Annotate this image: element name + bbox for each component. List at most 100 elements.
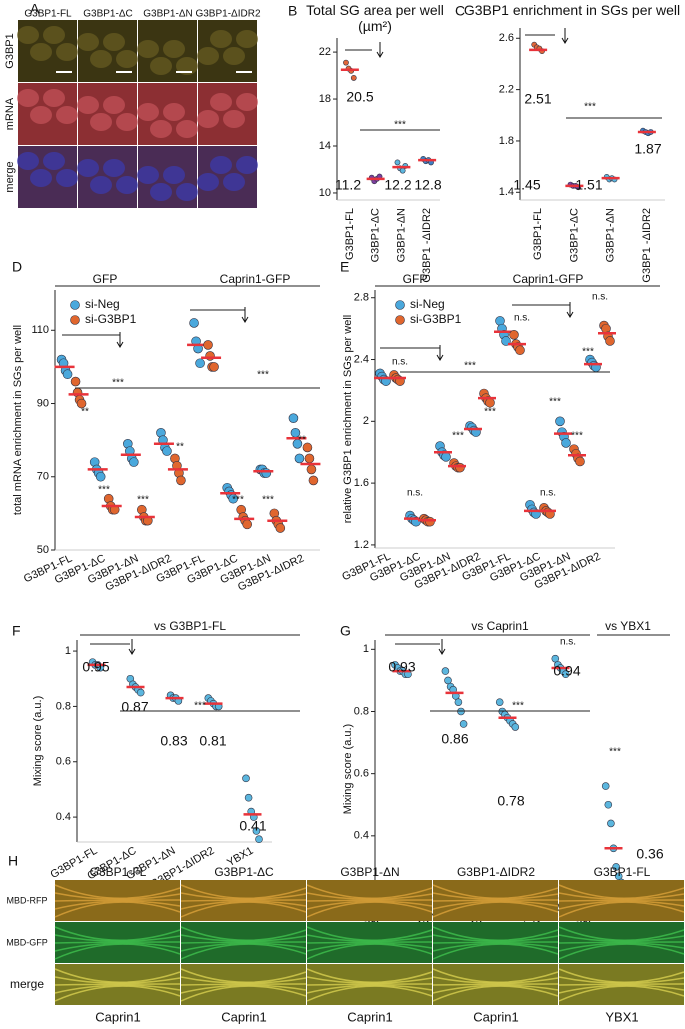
cell (210, 156, 232, 174)
filament (558, 900, 685, 910)
filament (180, 934, 307, 942)
cell (56, 43, 78, 61)
significance: *** (464, 361, 476, 372)
cell (43, 26, 65, 44)
data-point (252, 827, 261, 835)
cell (77, 159, 99, 177)
significance: *** (257, 370, 269, 381)
cell (210, 93, 232, 111)
column-label: G3BP1-FL (24, 9, 72, 20)
y-axis-label: relative G3BP1 enrichment in SGs per wel… (342, 315, 354, 523)
cell (150, 57, 172, 75)
data-point (454, 698, 463, 706)
legend-marker (395, 315, 405, 325)
chart-title: Total SG area per well (µm²) (306, 2, 444, 34)
y-tick-label: 2.4 (354, 353, 369, 365)
y-tick-label: 22 (319, 46, 331, 58)
filament (432, 983, 559, 986)
filament (558, 901, 685, 918)
y-tick-label: 1 (65, 645, 71, 657)
significance: *** (584, 102, 596, 113)
filament (54, 926, 181, 941)
arrow (436, 345, 444, 361)
data-point (261, 468, 272, 478)
filament (432, 899, 559, 902)
y-tick-label: 2.6 (499, 32, 514, 44)
row-label: merge (4, 161, 16, 192)
cell (137, 40, 159, 58)
filament (432, 976, 559, 984)
panel-label: F (12, 623, 21, 639)
significance: ** (81, 407, 89, 418)
filament (306, 926, 433, 941)
y-tick-label: 0.4 (56, 811, 71, 823)
cell (103, 159, 125, 177)
arrow (241, 307, 249, 323)
filament (180, 941, 307, 944)
filament (558, 984, 685, 994)
cell (103, 96, 125, 114)
data-point (242, 519, 252, 530)
filament (558, 983, 685, 986)
y-tick-label: 2.2 (499, 84, 514, 96)
y-tick-label: 90 (37, 397, 49, 409)
data-point (495, 698, 504, 706)
bottom-label: Caprin1 (95, 1009, 141, 1024)
data-point (515, 345, 525, 356)
filament (306, 892, 433, 900)
significance: n.s. (560, 637, 576, 648)
filament (432, 934, 559, 942)
data-point (511, 723, 520, 731)
cell (103, 33, 125, 51)
filament (306, 900, 433, 910)
x-tick-label: G3BP1-ΔC (568, 208, 580, 262)
arrow (438, 639, 446, 655)
y-tick-label: 50 (37, 544, 49, 556)
filament (558, 941, 685, 944)
filament (558, 926, 685, 941)
filament (432, 941, 559, 944)
cell (150, 183, 172, 201)
data-point (509, 330, 519, 340)
x-tick-label: G3BP1-FL (532, 208, 544, 260)
row-label: merge (10, 977, 44, 991)
y-tick-label: 1.4 (499, 186, 514, 198)
arrow (116, 332, 124, 348)
significance: *** (609, 747, 621, 758)
legend-label: si-Neg (85, 297, 120, 311)
y-tick-label: 0.8 (56, 700, 71, 712)
row-label: mRNA (4, 97, 16, 130)
cell (116, 176, 138, 194)
y-tick-label: 1.2 (354, 539, 369, 551)
significance: *** (394, 120, 406, 131)
data-point (441, 452, 451, 462)
filament (180, 968, 307, 983)
filament (432, 900, 559, 910)
cell (137, 166, 159, 184)
data-point (605, 336, 615, 346)
cell (17, 152, 39, 170)
row-label: MBD-RFP (7, 895, 48, 905)
cell (236, 93, 258, 111)
cell (17, 26, 39, 44)
bottom-label: Caprin1 (347, 1009, 393, 1024)
mean-label: 0.95 (82, 659, 109, 675)
row-label: MBD-GFP (6, 937, 48, 947)
filament (432, 968, 559, 983)
cell (43, 89, 65, 107)
data-point (304, 453, 315, 464)
column-label: G3BP1-ΔC (214, 865, 274, 879)
data-point (459, 720, 468, 728)
x-tick-label: G3BP1-FL (344, 208, 356, 260)
filament (180, 984, 307, 994)
significance: *** (262, 495, 274, 506)
mean-label: 0.36 (636, 846, 663, 862)
group-label: vs Caprin1 (471, 619, 529, 633)
filament (180, 899, 307, 902)
mean-label: 0.87 (121, 699, 148, 715)
cell (223, 110, 245, 128)
significance: *** (484, 407, 496, 418)
y-tick-label: 70 (37, 471, 49, 483)
column-label: G3BP1-ΔIDR2 (457, 865, 535, 879)
data-point (195, 358, 205, 369)
